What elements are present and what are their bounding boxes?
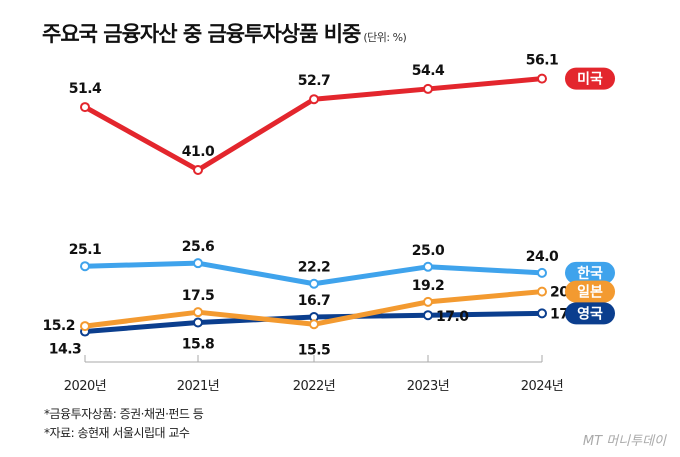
data-label: 56.1: [526, 53, 559, 69]
data-label: 52.7: [298, 73, 331, 89]
data-label: 54.4: [412, 63, 445, 79]
title-text: 주요국 금융자산 중 금융투자상품 비중: [42, 22, 361, 46]
data-point: [423, 261, 433, 272]
x-tick-label: 2020년: [64, 379, 107, 394]
data-point: [309, 94, 319, 105]
data-label: 15.2: [42, 318, 75, 334]
data-point: [193, 307, 203, 318]
data-point: [423, 296, 433, 307]
data-point: [309, 278, 319, 289]
data-label: 19.2: [412, 278, 445, 294]
data-point: [537, 267, 547, 278]
legend-label: 미국: [577, 72, 603, 88]
data-label: 15.5: [298, 342, 331, 358]
data-point: [193, 258, 203, 269]
data-label: 41.0: [182, 144, 215, 160]
data-point: [193, 317, 203, 328]
series-line-미국: [83, 76, 543, 173]
data-point: [80, 102, 90, 113]
data-label: 25.6: [182, 239, 215, 255]
data-point: [423, 83, 433, 94]
note-2: *자료: 송현재 서울시립대 교수: [44, 426, 190, 440]
legend-label: 영국: [577, 305, 603, 322]
data-point: [537, 286, 547, 297]
legend-label: 한국: [577, 266, 603, 282]
data-point: [193, 165, 203, 175]
data-point: [537, 308, 547, 319]
chart-title: 주요국 금융자산 중 금융투자상품 비중 (단위: %): [42, 18, 407, 48]
x-tick-label: 2022년: [293, 379, 336, 394]
data-label: 14.3: [49, 342, 82, 358]
data-label: 22.2: [298, 260, 331, 276]
legend-label: 일본: [577, 285, 603, 301]
data-label: 24.0: [526, 249, 559, 265]
data-label: 17.0: [436, 309, 469, 325]
brand-logo: MT 머니투데이: [582, 434, 666, 449]
x-tick-label: 2021년: [177, 379, 220, 394]
data-point: [80, 261, 90, 272]
data-label: 25.0: [412, 243, 445, 259]
data-point: [537, 73, 547, 84]
data-label: 51.4: [69, 81, 102, 97]
legend-pill-일본: [565, 280, 615, 303]
unit-label: (단위: %): [363, 31, 407, 44]
data-label: 25.1: [69, 242, 102, 258]
x-tick-label: 2023년: [407, 379, 450, 394]
data-point: [423, 310, 433, 321]
data-point: [309, 319, 319, 330]
legend-pill-영국: [565, 302, 615, 325]
note-1: *금융투자상품: 증권·채권·펀드 등: [44, 407, 204, 421]
data-label: 16.7: [298, 293, 331, 309]
x-tick-label: 2024년: [521, 379, 564, 394]
data-point: [80, 321, 90, 332]
legend-pill-미국: [565, 67, 615, 90]
data-label: 17.5: [182, 288, 215, 304]
legend-pill-한국: [565, 261, 615, 284]
data-label: 15.8: [182, 336, 215, 352]
